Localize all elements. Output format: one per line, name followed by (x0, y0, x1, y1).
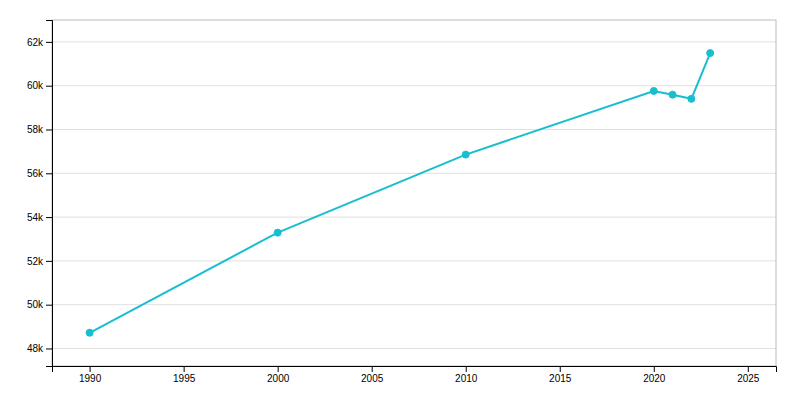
point (274, 229, 281, 236)
x-tick: 2005 (361, 366, 384, 384)
y-tick-label: 48k (27, 343, 44, 354)
y-tick-label: 50k (27, 299, 44, 310)
x-tick-label: 2000 (267, 373, 290, 384)
x-tick-label: 2020 (643, 373, 666, 384)
y-tick-mark (46, 217, 52, 218)
chart-container: 1990 1995 2000 2005 2010 2015 2020 2025 48k 50k 52… (0, 0, 800, 400)
y-tick-label: 60k (27, 80, 44, 91)
grid-line (52, 260, 776, 261)
plot-area (86, 50, 714, 337)
y-tick-mark (46, 348, 52, 349)
x-axis: 1990 1995 2000 2005 2010 2015 2020 2025 (53, 366, 777, 384)
y-tick-mark (46, 86, 52, 87)
x-tick-label: 2005 (361, 373, 384, 384)
point (462, 151, 469, 158)
x-tick: 2000 (267, 366, 290, 384)
y-tick: 48k (27, 343, 52, 354)
y-tick-label: 56k (27, 168, 44, 179)
y-tick-mark (46, 42, 52, 43)
x-tick-label: 1995 (173, 373, 196, 384)
grid-line (52, 173, 776, 174)
y-axis-line (46, 21, 53, 367)
y-tick: 62k (27, 37, 52, 48)
x-tick: 2015 (549, 366, 572, 384)
x-tick-label: 2025 (737, 373, 760, 384)
x-tick: 2025 (737, 366, 760, 384)
x-tick-label: 2015 (549, 373, 572, 384)
y-tick: 60k (27, 80, 52, 91)
grid-line (52, 85, 776, 86)
point (688, 95, 695, 102)
line (90, 53, 711, 333)
x-tick-mark (466, 366, 467, 372)
grid-line (52, 129, 776, 130)
x-tick: 2020 (643, 366, 666, 384)
grid-line (52, 348, 776, 349)
grid-line (52, 217, 776, 218)
y-axis: 48k 50k 52k 54k 56k 58k 60k 62k (27, 21, 53, 367)
x-tick-mark (372, 366, 373, 372)
x-tick: 1990 (79, 366, 102, 384)
y-tick-label: 62k (27, 37, 44, 48)
x-tick-label: 2010 (455, 373, 478, 384)
x-tick-label: 1990 (79, 373, 102, 384)
point (707, 50, 714, 57)
y-tick-mark (46, 173, 52, 174)
x-tick-mark (278, 366, 279, 372)
y-tick: 52k (27, 256, 52, 267)
grid-line (52, 304, 776, 305)
plot-frame (52, 20, 776, 366)
x-tick: 2010 (455, 366, 478, 384)
y-tick-mark (46, 129, 52, 130)
y-tick-mark (46, 261, 52, 262)
point (650, 87, 657, 94)
y-tick-mark (46, 305, 52, 306)
y-tick-label: 58k (27, 124, 44, 135)
x-tick-mark (90, 366, 91, 372)
point (669, 91, 676, 98)
x-tick-mark (560, 366, 561, 372)
grid (52, 42, 776, 349)
x-tick-mark (654, 366, 655, 372)
y-tick-label: 54k (27, 212, 44, 223)
y-tick: 50k (27, 299, 52, 310)
y-tick: 58k (27, 124, 52, 135)
x-axis-line (53, 367, 777, 373)
point (86, 329, 93, 336)
x-tick-mark (748, 366, 749, 372)
y-tick-label: 52k (27, 256, 44, 267)
grid-line (52, 41, 776, 42)
y-tick: 56k (27, 168, 52, 179)
chart-svg: 1990 1995 2000 2005 2010 2015 2020 2025 48k 50k 52… (0, 0, 800, 400)
x-tick: 1995 (173, 366, 196, 384)
y-tick: 54k (27, 212, 52, 223)
x-tick-mark (184, 366, 185, 372)
